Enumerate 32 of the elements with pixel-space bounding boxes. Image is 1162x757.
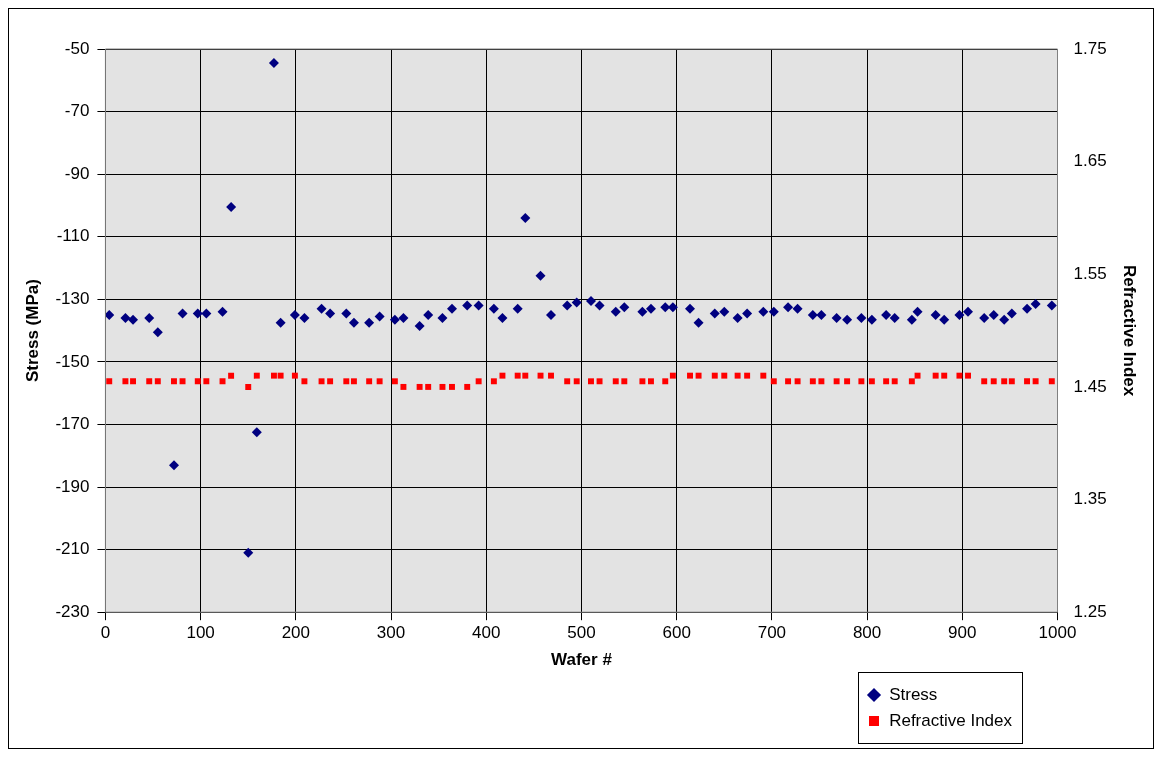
x-tick-label: 400 [472, 623, 501, 643]
x-tick-label: 700 [757, 623, 787, 643]
y-tick-label: -210 [55, 539, 90, 559]
y2-tick-label: 1.55 [1073, 263, 1107, 283]
y-tick-label: -230 [55, 601, 90, 621]
y-tick-label: -190 [55, 476, 90, 496]
y-tick-label: -150 [55, 351, 90, 371]
y2-tick-label: 1.35 [1073, 489, 1107, 509]
y-tick-label: -110 [56, 226, 90, 246]
y-tick-label: -90 [64, 163, 90, 183]
y2-tick-label: 1.45 [1073, 376, 1107, 396]
y2-axis-title: Refractive Index [1120, 264, 1140, 397]
y-axis-title: Stress (MPa) [22, 279, 42, 383]
x-tick-label: 200 [281, 623, 311, 643]
legend-label: Refractive Index [889, 711, 1012, 731]
y2-tick-label: 1.75 [1073, 38, 1107, 58]
y-tick-label: -70 [64, 101, 90, 121]
x-tick-label: 900 [948, 623, 977, 643]
y2-tick-label: 1.25 [1073, 601, 1107, 621]
x-tick-label: 600 [662, 623, 691, 643]
y-tick-label: -130 [55, 289, 90, 308]
x-tick-label: 300 [376, 623, 406, 643]
x-tick-label: 500 [567, 623, 596, 643]
x-axis-title: Wafer # [551, 650, 613, 670]
x-tick-label: 1000 [1038, 623, 1077, 643]
x-tick-label: 800 [852, 623, 882, 643]
x-tick-label: 0 [100, 623, 111, 643]
y-tick-label: -170 [55, 414, 90, 434]
y2-tick-label: 1.65 [1073, 151, 1107, 171]
x-tick-label: 100 [186, 623, 215, 643]
legend-label: Stress [889, 685, 938, 705]
y-tick-label: -50 [64, 38, 90, 58]
